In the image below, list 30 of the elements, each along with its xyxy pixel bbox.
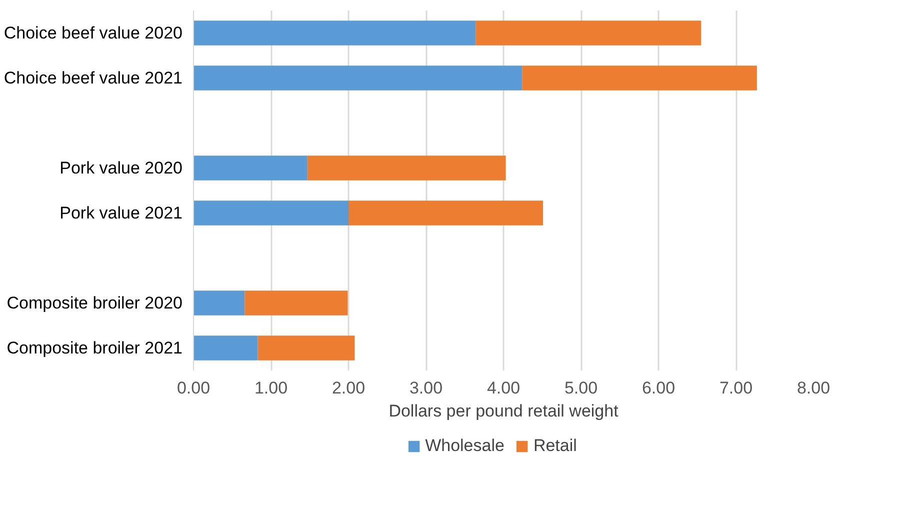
x-tick-label: 1.00 (254, 378, 288, 398)
bar (348, 200, 544, 226)
y-tick-label: Pork value 2021 (60, 204, 183, 222)
bar (194, 66, 522, 90)
x-tick-label: 6.00 (642, 378, 676, 398)
x-tick-label: 7.00 (719, 378, 753, 398)
bar (194, 200, 348, 226)
bar (244, 290, 348, 316)
bar (258, 336, 355, 360)
bar (307, 156, 506, 180)
x-tick-label: 8.00 (796, 378, 830, 398)
bar (194, 156, 308, 180)
legend-label: Retail (533, 436, 577, 456)
y-tick-label: Pork value 2020 (60, 158, 183, 178)
x-axis-title: Dollars per pound retail weight (388, 402, 619, 420)
legend-label: Wholesale (425, 436, 504, 456)
bar (194, 20, 476, 46)
y-tick-label: Composite broiler 2020 (6, 294, 183, 312)
y-tick-label: Choice beef value 2020 (4, 24, 183, 42)
x-tick-label: 4.00 (486, 378, 520, 398)
x-tick-label: 3.00 (409, 378, 443, 398)
bar (522, 66, 757, 90)
bar (194, 290, 245, 316)
y-tick-label: Composite broiler 2021 (6, 338, 183, 358)
x-tick-label: 5.00 (564, 378, 598, 398)
bar (476, 20, 702, 46)
bar (194, 336, 258, 360)
y-tick-label: Choice beef value 2021 (4, 68, 183, 88)
x-tick-label: 2.00 (332, 378, 366, 398)
x-tick-label: 0.00 (176, 378, 210, 398)
